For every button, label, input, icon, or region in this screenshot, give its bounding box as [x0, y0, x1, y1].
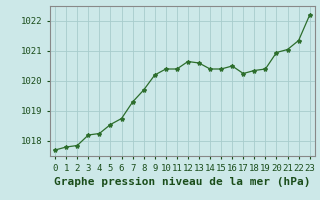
X-axis label: Graphe pression niveau de la mer (hPa): Graphe pression niveau de la mer (hPa) [54, 177, 311, 187]
